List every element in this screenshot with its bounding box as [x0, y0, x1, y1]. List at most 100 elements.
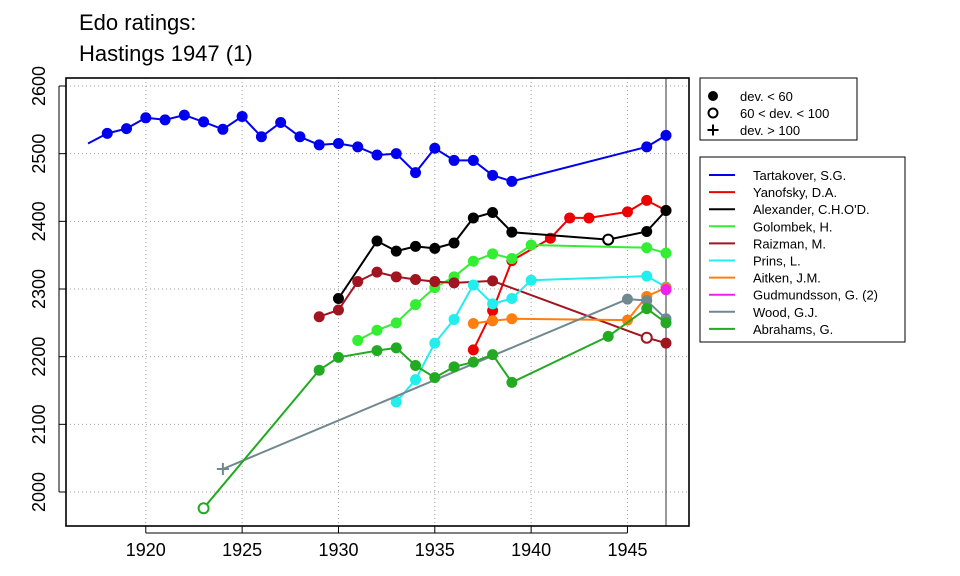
series-legend-label: Alexander, C.H.O'D.: [753, 202, 870, 217]
data-point: [390, 317, 402, 329]
chart-title-line-1: Edo ratings:: [79, 10, 196, 35]
series-2: [332, 205, 672, 304]
data-point: [660, 129, 672, 141]
series-0: [87, 109, 672, 187]
data-point: [448, 154, 460, 166]
data-point: [371, 266, 383, 278]
marker-legend: dev. < 60 60 < dev. < 100 dev. > 100: [707, 89, 829, 138]
series-9: [197, 303, 672, 515]
data-point: [641, 225, 653, 237]
grid-lines: [66, 78, 689, 526]
data-point: [708, 91, 718, 101]
data-point: [410, 299, 422, 311]
data-point: [467, 279, 479, 291]
data-point: [352, 276, 364, 288]
data-point: [410, 374, 422, 386]
data-point: [352, 334, 364, 346]
data-point: [448, 313, 460, 325]
y-tick-label: 2000: [29, 472, 49, 512]
data-point: [506, 292, 518, 304]
data-point: [371, 149, 383, 161]
data-point: [467, 212, 479, 224]
data-point: [390, 245, 402, 257]
data-point: [429, 242, 441, 254]
series-line: [87, 114, 667, 183]
data-point: [159, 114, 171, 126]
series-line: [473, 286, 667, 325]
data-point: [371, 324, 383, 336]
data-point: [448, 237, 460, 249]
data-point: [487, 207, 499, 219]
data-point: [371, 345, 383, 357]
data-point: [178, 109, 190, 121]
data-point: [313, 364, 325, 376]
data-point: [660, 284, 672, 296]
data-point: [467, 318, 479, 330]
data-point: [410, 240, 422, 252]
data-point-open: [707, 107, 719, 119]
y-tick-label: 2200: [29, 337, 49, 377]
data-point: [487, 349, 499, 361]
data-point: [467, 255, 479, 267]
series-8: [216, 293, 672, 475]
data-point-open: [197, 502, 210, 515]
series-legend-label: Golombek, H.: [753, 219, 832, 234]
data-point: [487, 315, 499, 327]
data-point: [641, 141, 653, 153]
data-point: [410, 359, 422, 371]
data-point: [602, 330, 614, 342]
series-5: [390, 270, 672, 408]
series-line: [395, 275, 667, 403]
series-legend-label: Gudmundsson, G. (2): [753, 288, 878, 303]
x-tick-label: 1940: [511, 540, 551, 560]
series-legend: Tartakover, S.G. Yanofsky, D.A. Alexander,…: [709, 168, 878, 337]
series-7: [660, 284, 672, 296]
data-point: [352, 141, 364, 153]
series-line: [202, 307, 667, 509]
data-point: [506, 313, 518, 325]
chart-title-line-2: Hastings 1947 (1): [79, 41, 253, 66]
marker-legend-box: [699, 77, 858, 141]
data-point-open: [602, 233, 615, 246]
x-tick-label: 1920: [126, 540, 166, 560]
data-point: [487, 169, 499, 181]
data-point: [217, 123, 229, 135]
series-group: [87, 109, 672, 515]
data-point: [332, 292, 344, 304]
data-point: [121, 123, 133, 135]
x-axis: 1920 1925 1930 1935 1940 1945: [126, 526, 647, 560]
data-point: [236, 110, 248, 122]
series-legend-label: Tartakover, S.G.: [753, 168, 846, 183]
data-point: [660, 317, 672, 329]
series-legend-label: Wood, G.J.: [753, 305, 818, 320]
data-point: [641, 242, 653, 254]
series-legend-label: Aitken, J.M.: [753, 271, 821, 286]
data-point: [660, 205, 672, 217]
data-point: [448, 361, 460, 373]
y-tick-label: 2400: [29, 201, 49, 241]
data-point: [332, 351, 344, 363]
x-tick-label: 1935: [415, 540, 455, 560]
plot-frame: [65, 77, 690, 527]
data-point: [429, 142, 441, 154]
data-point: [198, 116, 210, 128]
data-point: [525, 239, 537, 251]
y-tick-label: 2500: [29, 134, 49, 174]
data-point: [525, 274, 537, 286]
data-point: [275, 117, 287, 129]
data-point: [621, 314, 633, 326]
data-point: [506, 253, 518, 265]
data-point: [487, 298, 499, 310]
series-legend-label: Prins, L.: [753, 254, 801, 269]
data-point-plus: [216, 462, 229, 475]
y-tick-label: 2100: [29, 404, 49, 444]
data-point: [294, 131, 306, 143]
data-point-plus: [707, 124, 719, 136]
data-point: [467, 154, 479, 166]
data-point: [332, 304, 344, 316]
data-point: [255, 131, 267, 143]
data-point: [390, 271, 402, 283]
data-point: [332, 138, 344, 150]
data-point: [371, 235, 383, 247]
